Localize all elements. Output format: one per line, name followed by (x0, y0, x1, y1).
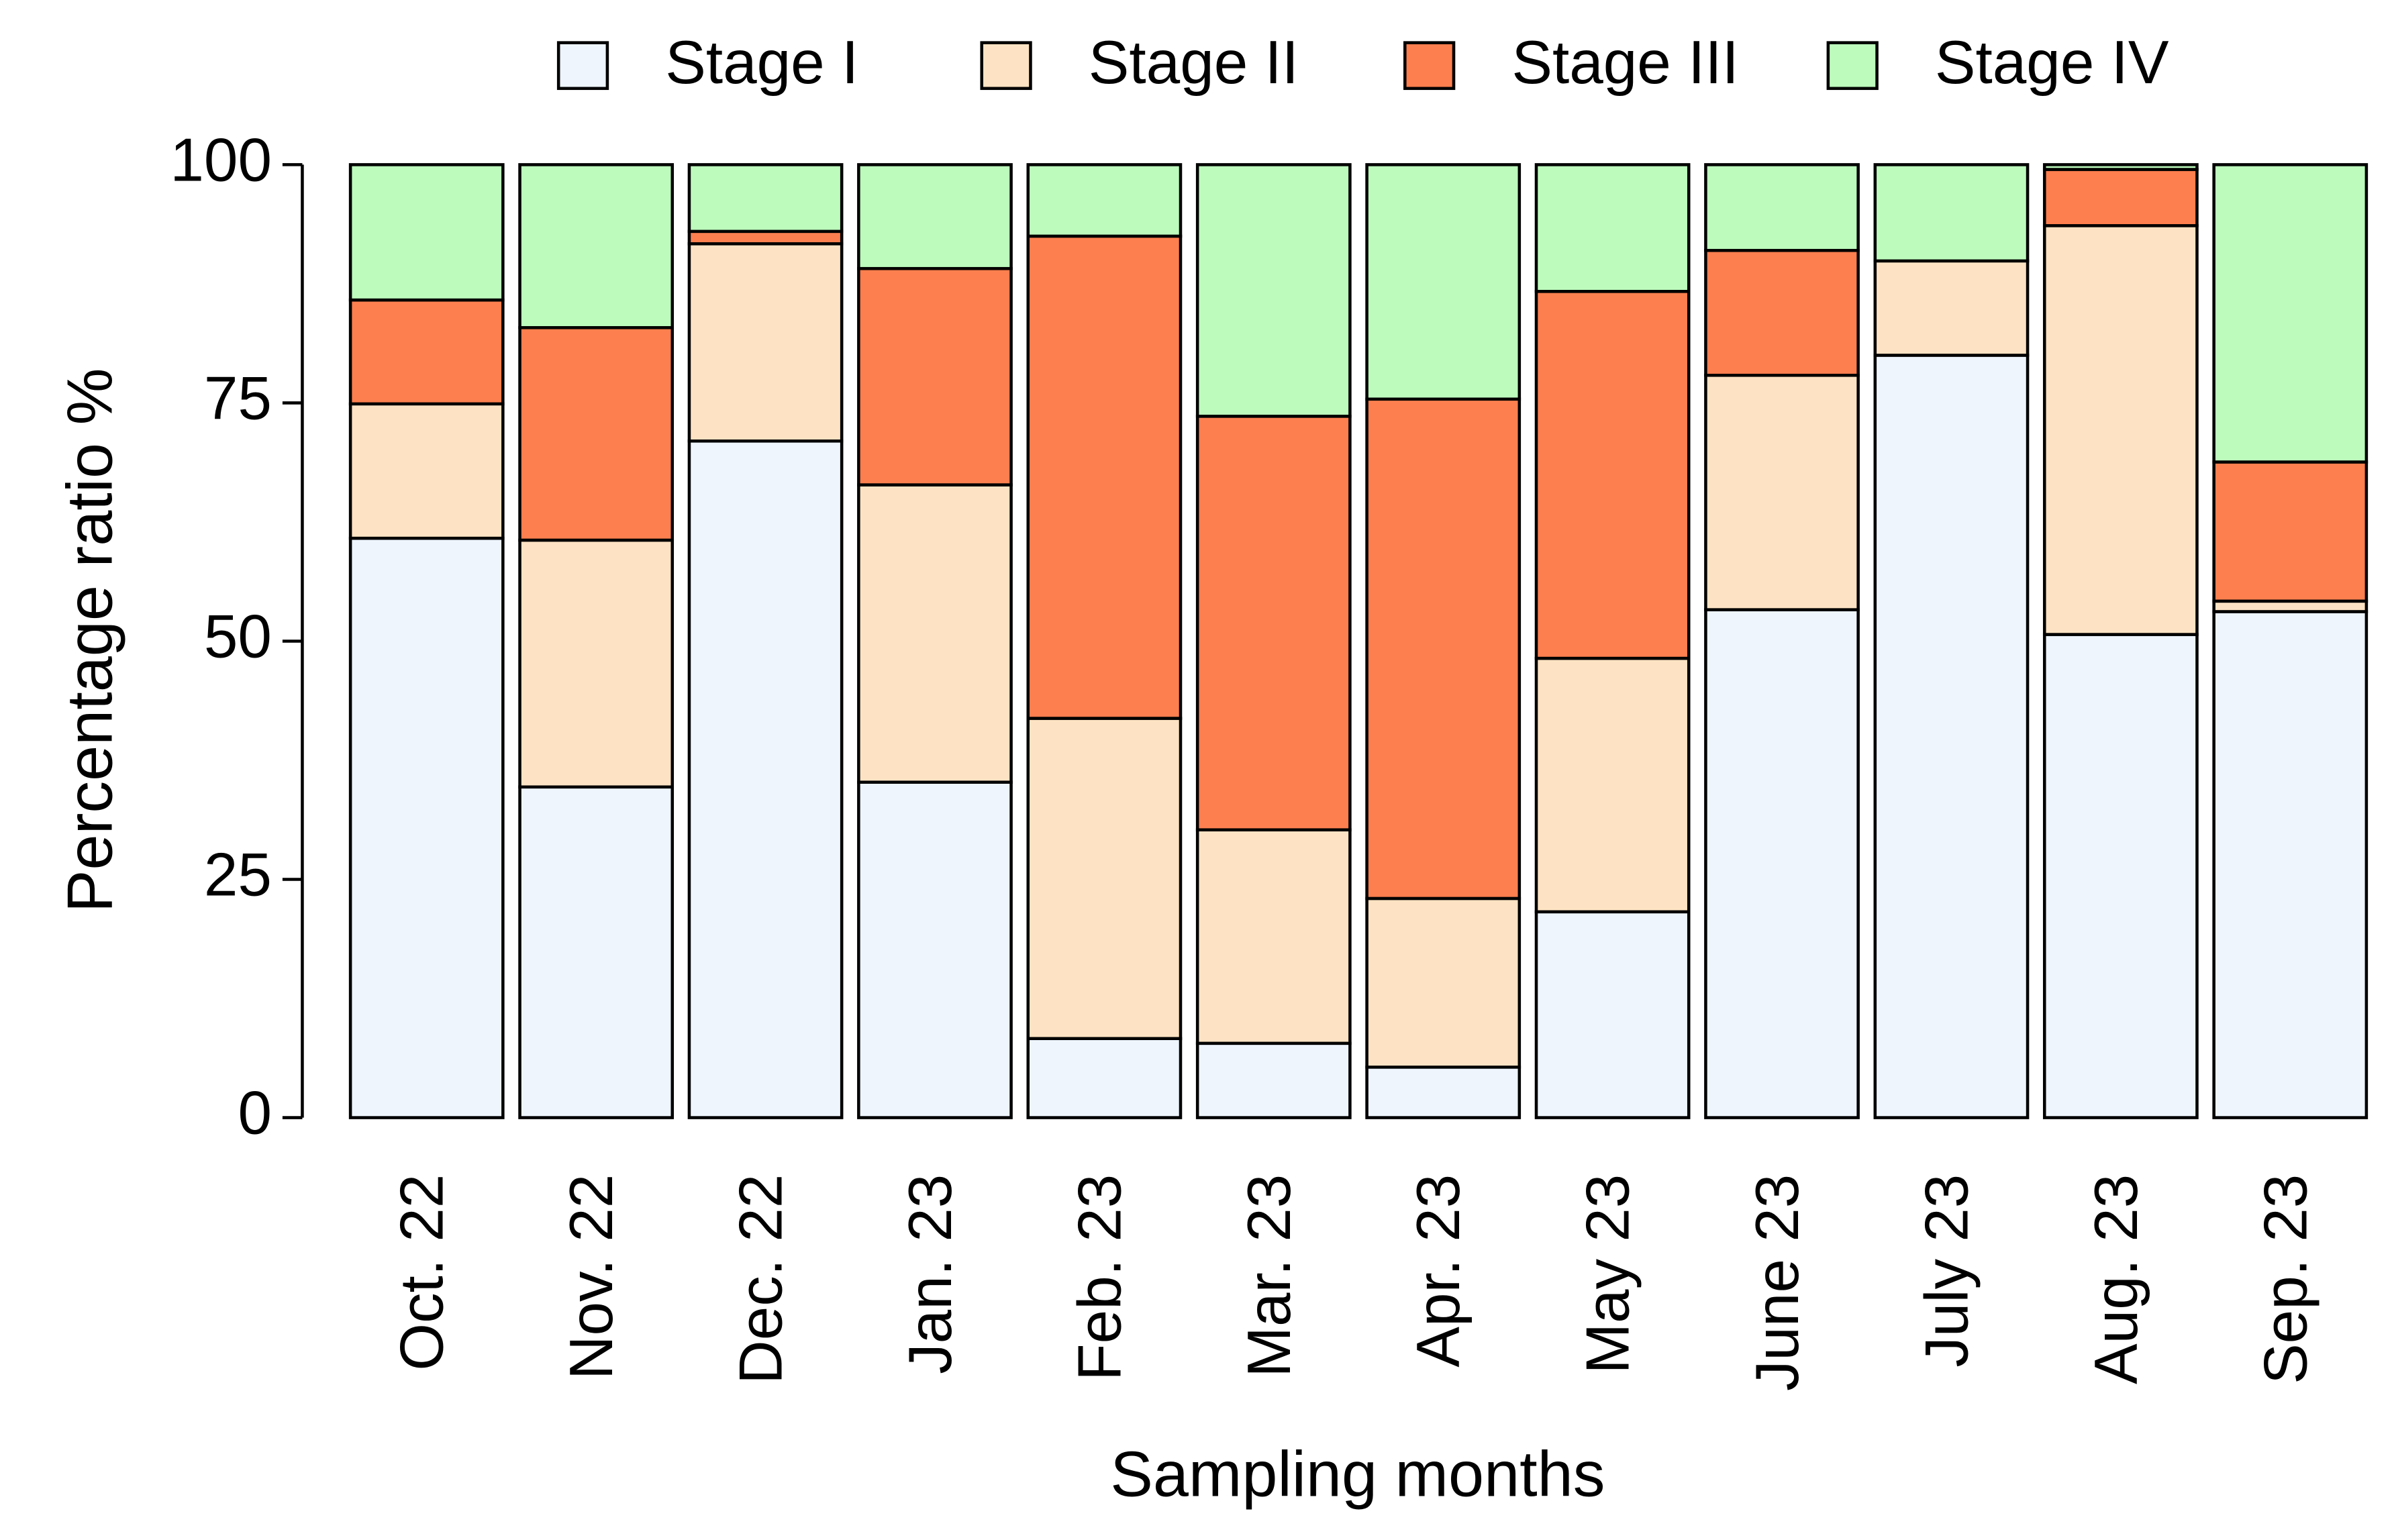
legend-swatch (980, 41, 1032, 91)
bar-segment (1195, 415, 1352, 831)
x-axis-title: Sampling months (1110, 1439, 1605, 1510)
bar-segment (1026, 163, 1183, 238)
bar-segment (1026, 1037, 1183, 1119)
bar-segment (1534, 163, 1691, 293)
y-tick-label: 25 (204, 841, 272, 909)
y-tick-label: 0 (238, 1080, 272, 1147)
bar-segment (348, 298, 505, 406)
bar-segment (687, 163, 844, 234)
x-tick-label: June 23 (1744, 1174, 1811, 1391)
legend-swatch (556, 41, 609, 91)
bar-segment (687, 439, 844, 1119)
y-tick-label: 75 (204, 364, 272, 432)
x-tick-label: May 23 (1575, 1174, 1642, 1374)
x-tick-label: Apr. 23 (1405, 1174, 1473, 1368)
bar-segment (687, 242, 844, 443)
bar-segment (1534, 290, 1691, 660)
bar-segment (1534, 656, 1691, 914)
x-tick-label: Aug. 23 (2083, 1174, 2150, 1384)
bar-segment (1704, 373, 1860, 611)
bar-segment (2042, 633, 2199, 1119)
x-tick-label: Dec. 22 (728, 1174, 795, 1384)
bar-segment (2042, 224, 2199, 636)
legend-label: Stage III (1511, 29, 1738, 97)
bar-segment (2212, 599, 2369, 613)
bar-segment (857, 266, 1013, 486)
bar-segment (1873, 259, 2030, 357)
bar-segment (1026, 717, 1183, 1040)
bar-segment (687, 229, 844, 246)
bar-segment (2212, 163, 2369, 464)
bar-segment (348, 402, 505, 540)
bar-segment (2212, 610, 2369, 1119)
y-tick-label: 100 (170, 126, 272, 194)
bar-segment (857, 780, 1013, 1119)
bar-segment (1704, 608, 1860, 1119)
bar-segment (1873, 163, 2030, 263)
legend-swatch (1826, 41, 1879, 91)
legend-label: Stage I (665, 29, 858, 97)
bar-segment (1365, 397, 1522, 901)
x-tick-label: Nov. 22 (558, 1174, 626, 1380)
legend-label: Stage IV (1935, 29, 2169, 97)
bar-segment (857, 163, 1013, 270)
bar-segment (348, 536, 505, 1119)
bar-segment (2212, 460, 2369, 603)
bar-segment (1195, 163, 1352, 418)
bar-segment (518, 163, 675, 329)
bar-segment (2042, 163, 2199, 171)
bar-segment (1365, 896, 1522, 1069)
bar-segment (2042, 168, 2199, 227)
x-tick-label: July 23 (1913, 1174, 1981, 1368)
bar-segment (518, 325, 675, 542)
legend-label: Stage II (1089, 29, 1299, 97)
bar-segment (1365, 163, 1522, 401)
bar-segment (348, 163, 505, 302)
bar-segment (518, 785, 675, 1119)
x-tick-label: Oct. 22 (389, 1174, 456, 1371)
bar-segment (1704, 248, 1860, 377)
bar-segment (1873, 354, 2030, 1119)
y-axis-title: Percentage ratio % (55, 368, 126, 913)
legend-swatch (1403, 41, 1456, 91)
bar-segment (1195, 1041, 1352, 1119)
bar-segment (1365, 1066, 1522, 1119)
bar-segment (1195, 828, 1352, 1045)
x-tick-label: Mar. 23 (1236, 1174, 1303, 1378)
x-tick-label: Feb. 23 (1066, 1174, 1134, 1381)
x-tick-label: Sep. 23 (2252, 1174, 2320, 1384)
bar-segment (518, 538, 675, 789)
bar-segment (857, 483, 1013, 784)
x-tick-label: Jan. 23 (897, 1174, 964, 1374)
bar-segment (1534, 910, 1691, 1119)
bar-segment (1026, 234, 1183, 720)
bar-segment (1704, 163, 1860, 252)
y-tick-label: 50 (204, 603, 272, 671)
